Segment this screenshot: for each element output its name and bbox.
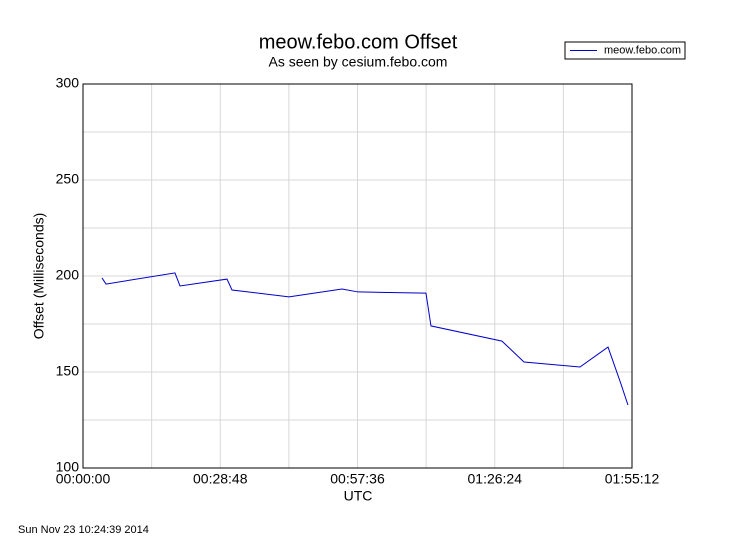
y-tick-label: 100 [56,459,80,475]
y-axis-label: Offset (Milliseconds) [31,213,47,340]
legend-box [564,41,686,60]
y-tick-label: 200 [56,267,80,283]
x-tick-label: 00:28:48 [193,471,248,487]
y-tick-label: 150 [56,363,80,379]
footer-timestamp: Sun Nov 23 10:24:39 2014 [18,524,149,536]
chart-title: meow.febo.com Offset [259,31,458,53]
x-tick-label: 00:57:36 [330,471,385,487]
x-tick-label: 01:26:24 [468,471,523,487]
plot-frame [82,83,633,469]
x-tick-label: 00:00:00 [56,471,111,487]
x-tick-label: 01:55:12 [605,471,660,487]
legend-label: meow.febo.com [604,44,681,56]
y-tick-label: 300 [56,75,80,91]
x-axis-label: UTC [344,488,373,504]
data-line [101,272,629,406]
y-tick-label: 250 [56,171,80,187]
chart-subtitle: As seen by cesium.febo.com [269,54,448,70]
